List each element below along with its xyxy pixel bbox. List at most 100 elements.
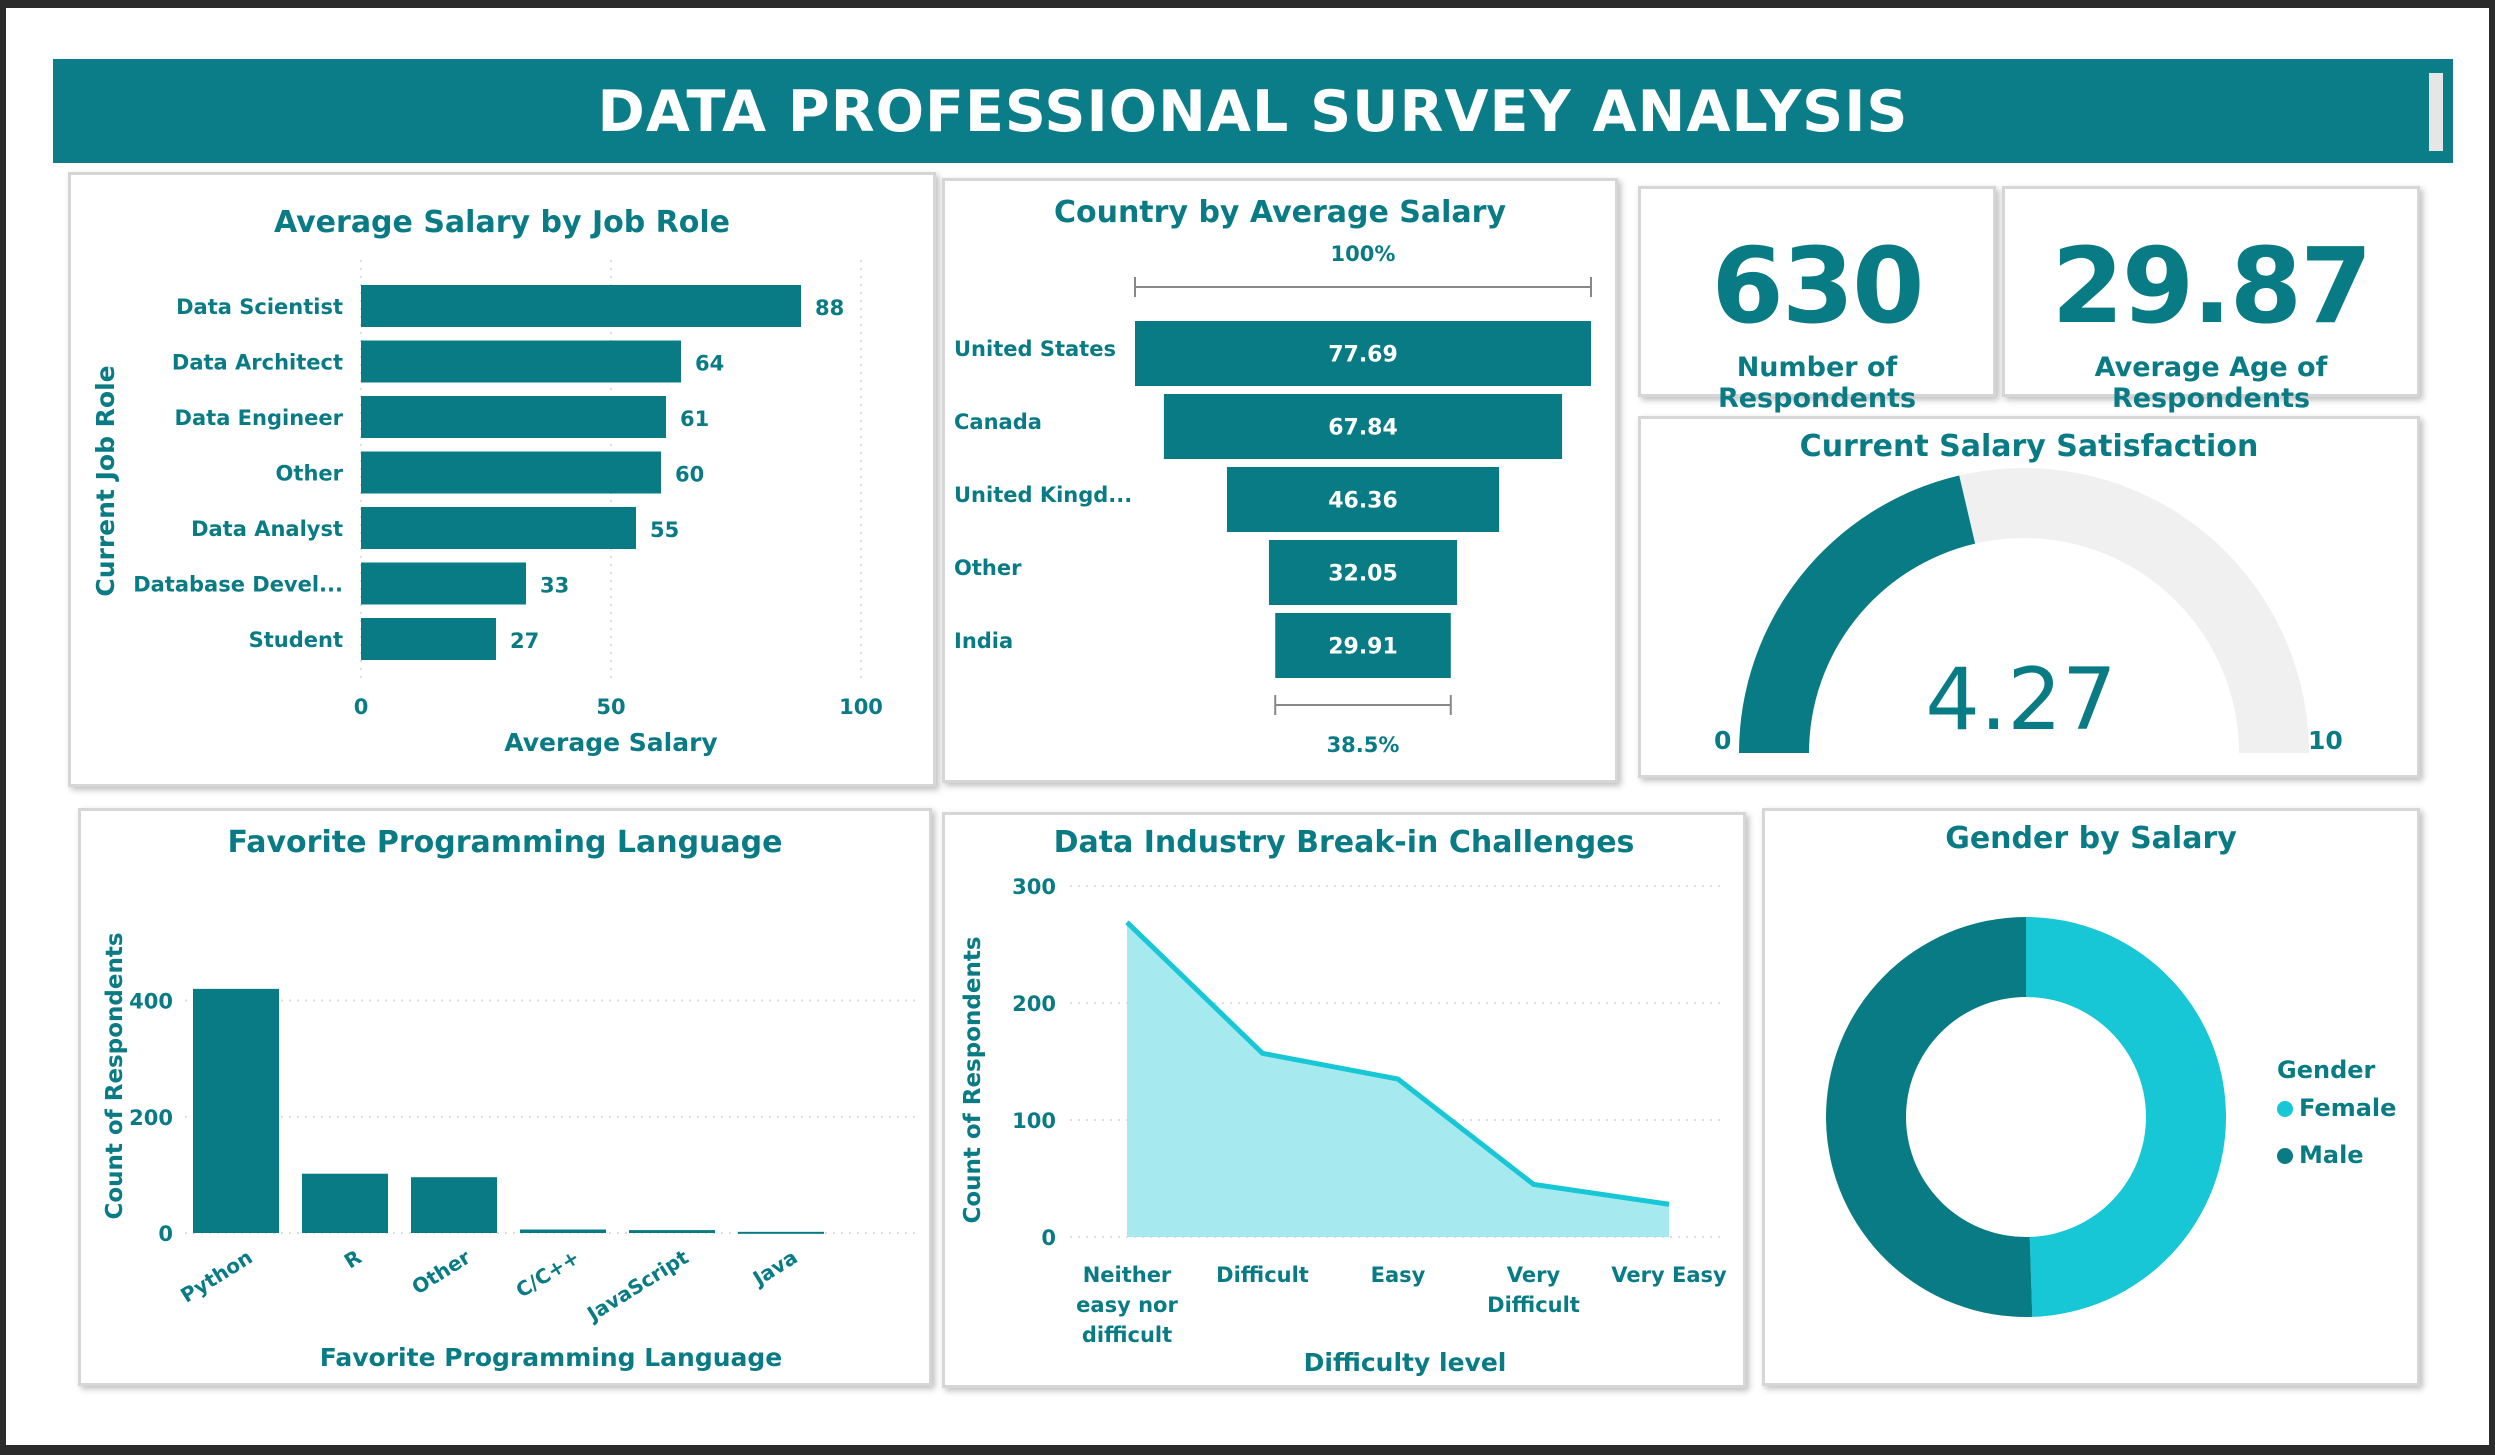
bar <box>361 451 661 494</box>
respondents-count: 630 <box>1711 225 1924 347</box>
donut-slice <box>2026 917 2226 1317</box>
respondents-label: Number of Respondents <box>1717 352 1917 414</box>
satisfaction-gauge: 4.27 0 10 <box>1714 468 2343 755</box>
chart-title: Data Industry Break-in Challenges <box>1053 825 1635 860</box>
x-tick-label: Very Easy <box>1611 1263 1727 1287</box>
x-tick-label: 0 <box>354 695 369 719</box>
break-in-card: Data Industry Break-in Challenges 0 100 20… <box>942 812 1746 1388</box>
dashboard-title: DATA PROFESSIONAL SURVEY ANALYSIS <box>597 79 1909 145</box>
y-tick-label: 200 <box>1012 992 1056 1016</box>
legend-label: Male <box>2299 1141 2364 1169</box>
avg-age-kpi-card: 29.87 Average Age of Respondents <box>2002 186 2420 414</box>
bar <box>629 1230 715 1233</box>
bar <box>193 988 279 1233</box>
gauge-fill <box>1739 475 1976 753</box>
avg-age-value: 29.87 <box>2051 225 2373 347</box>
data-label: 67.84 <box>1328 416 1398 441</box>
y-tick-label: 300 <box>1012 875 1056 899</box>
x-tick-label: Difficult <box>1487 1293 1580 1317</box>
data-label: 88 <box>815 296 844 320</box>
country-funnel-chart: 100% 38.5% 77.69 United States 67.84 Canada 46… <box>954 242 1592 757</box>
category-label: United States <box>954 337 1116 361</box>
gauge-max-label: 10 <box>2308 726 2343 755</box>
bar <box>361 507 636 549</box>
y-tick-label: 0 <box>1041 1226 1056 1250</box>
programming-language-chart: 0 200 400 Python R Other C/C++ JavaScript Java Fa… <box>102 932 921 1372</box>
legend-item-male[interactable]: Male <box>2277 1141 2364 1169</box>
category-label: India <box>954 629 1013 653</box>
avg-age-label: Average Age of Respondents <box>2094 352 2328 414</box>
funnel-bar <box>1226 467 1500 532</box>
bar <box>361 285 801 327</box>
data-label: 55 <box>650 518 679 542</box>
y-tick-label: Database Devel... <box>133 573 343 597</box>
funnel-bar <box>1268 540 1458 605</box>
salary-by-role-card: Average Salary by Job Role 0 50 100 Data Sc… <box>68 172 936 787</box>
title-banner: DATA PROFESSIONAL SURVEY ANALYSIS <box>53 59 2453 163</box>
salary-by-role-chart: 0 50 100 Data Scientist 88 Data Architect 64 Da… <box>91 260 883 757</box>
donut-slice <box>1825 917 2033 1317</box>
chart-title: Favorite Programming Language <box>227 825 783 860</box>
bar <box>738 1231 824 1234</box>
data-label: 33 <box>540 574 569 598</box>
bar <box>361 396 666 438</box>
legend-dot-icon <box>2277 1101 2293 1117</box>
legend-dot-icon <box>2277 1148 2293 1164</box>
gender-salary-card: Gender by Salary Gender Female Male <box>1762 808 2420 1386</box>
x-tick-label: Neither <box>1083 1263 1172 1287</box>
bar <box>361 618 496 660</box>
y-tick-label: Student <box>249 628 343 652</box>
y-axis-label: Count of Respondents <box>102 932 128 1219</box>
legend-title: Gender <box>2277 1056 2376 1084</box>
chart-title: Current Salary Satisfaction <box>1799 429 2259 464</box>
funnel-bar <box>1163 394 1563 459</box>
category-label: Canada <box>954 410 1042 434</box>
y-tick-label: Data Analyst <box>191 517 343 541</box>
country-salary-card: Country by Average Salary 100% 38.5% 77.69… <box>942 178 1618 783</box>
x-tick-label: Other <box>407 1245 474 1299</box>
category-label: Other <box>954 556 1022 580</box>
data-label: 29.91 <box>1328 635 1398 660</box>
bar <box>302 1173 388 1233</box>
chart-title: Gender by Salary <box>1945 821 2237 856</box>
x-axis-label: Favorite Programming Language <box>320 1343 782 1372</box>
dashboard-canvas: DATA PROFESSIONAL SURVEY ANALYSIS Averag… <box>6 8 2489 1445</box>
x-tick-label: Easy <box>1371 1263 1426 1287</box>
top-percent-label: 100% <box>1331 242 1396 266</box>
y-tick-label: Other <box>276 462 344 486</box>
data-label: 46.36 <box>1328 489 1398 514</box>
data-label: 32.05 <box>1328 562 1398 587</box>
programming-language-card: Favorite Programming Language 0 200 400 Pyt… <box>78 808 932 1386</box>
y-axis-label: Count of Respondents <box>960 936 986 1223</box>
y-tick-label: Data Engineer <box>175 406 344 430</box>
y-tick-label: 100 <box>1012 1109 1056 1133</box>
bar <box>520 1229 606 1233</box>
x-tick-label: 100 <box>839 695 883 719</box>
x-tick-label: difficult <box>1082 1323 1172 1347</box>
x-tick-label: Very <box>1507 1263 1561 1287</box>
data-label: 61 <box>680 407 709 431</box>
gauge-value: 4.27 <box>1925 650 2116 750</box>
y-tick-label: 200 <box>129 1106 173 1130</box>
legend-item-female[interactable]: Female <box>2277 1094 2396 1122</box>
gauge-min-label: 0 <box>1714 726 1731 755</box>
break-in-area-chart: 0 100 200 300 Neither easy nor difficult Diffic… <box>960 875 1727 1377</box>
legend-label: Female <box>2299 1094 2397 1122</box>
respondents-kpi-card: 630 Number of Respondents <box>1638 186 1996 414</box>
salary-satisfaction-card: Current Salary Satisfaction 4.27 0 10 <box>1638 416 2420 778</box>
x-tick-label: JavaScript <box>581 1245 693 1327</box>
scrollbar-handle[interactable] <box>2429 73 2443 151</box>
x-tick-label: Java <box>747 1245 802 1292</box>
x-tick-label: Python <box>176 1245 256 1308</box>
y-tick-label: Data Scientist <box>176 295 343 319</box>
data-label: 77.69 <box>1328 343 1398 368</box>
bottom-percent-label: 38.5% <box>1327 733 1400 757</box>
x-tick-label: easy nor <box>1076 1293 1178 1317</box>
x-tick-label: R <box>340 1245 366 1274</box>
data-label: 64 <box>695 352 724 376</box>
x-tick-label: C/C++ <box>511 1245 583 1303</box>
category-label: United Kingd... <box>954 483 1132 507</box>
series-line <box>1125 920 1670 1207</box>
gender-donut-chart <box>1825 917 2226 1317</box>
chart-title: Average Salary by Job Role <box>273 205 731 240</box>
